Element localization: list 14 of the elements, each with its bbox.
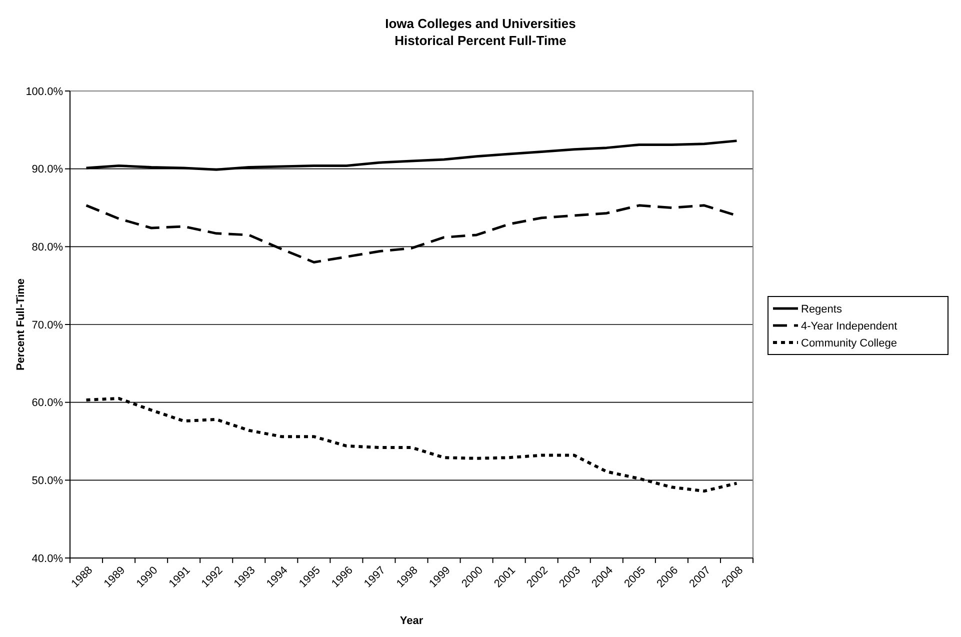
legend-label: Regents — [801, 303, 842, 316]
chart-subtitle: Historical Percent Full-Time — [394, 33, 566, 48]
y-tick-label: 80.0% — [32, 242, 64, 254]
legend-label: 4-Year Independent — [801, 320, 898, 332]
y-tick-label: 100.0% — [26, 86, 64, 98]
y-tick-label: 40.0% — [32, 552, 64, 565]
y-tick-label: 70.0% — [32, 319, 64, 332]
y-tick-label: 60.0% — [32, 397, 64, 410]
legend-label: Community College — [801, 337, 897, 350]
y-axis-title: Percent Full-Time — [15, 278, 27, 371]
chart-title: Iowa Colleges and Universities — [385, 16, 576, 31]
y-tick-label: 50.0% — [32, 475, 64, 488]
y-tick-label: 90.0% — [32, 164, 64, 176]
x-axis-title: Year — [400, 615, 424, 627]
